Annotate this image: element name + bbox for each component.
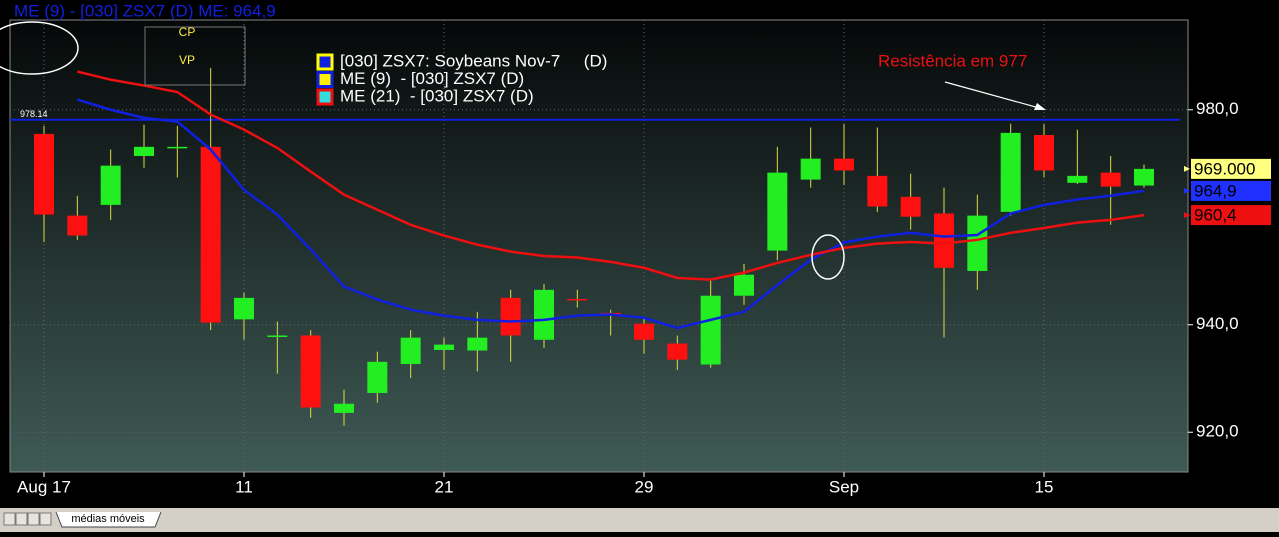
candle-body (34, 133, 54, 215)
candle-body (100, 165, 121, 205)
candle-body (934, 213, 954, 268)
nav-next[interactable] (27, 512, 40, 526)
candle-body (867, 175, 888, 207)
ellipse-annotation (811, 234, 845, 280)
annotation-arrowhead (1034, 103, 1046, 110)
candle-body (334, 403, 354, 413)
legend: [030] ZSX7: Soybeans Nov-7 (D)ME (9) - [… (316, 51, 607, 106)
price-marker (1191, 158, 1271, 179)
ellipse-annotation (0, 21, 79, 75)
candle-body (400, 337, 421, 364)
x-tick-label: 29 (635, 477, 654, 496)
legend-label: ME (9) - [030] ZSX7 (D) (340, 69, 524, 88)
x-tick-label: Aug 17 (17, 477, 71, 496)
box-label: VP (179, 53, 195, 67)
price-arrow (1184, 187, 1190, 194)
x-tick-label: Sep (829, 477, 859, 496)
candle-body (567, 298, 588, 301)
nav-last[interactable] (39, 512, 52, 526)
sheet-tab[interactable] (55, 511, 162, 528)
annotation: Resistência em 977 (878, 51, 1027, 70)
candle-body (200, 146, 221, 323)
x-tick-label: 21 (435, 477, 454, 496)
candle-body (267, 335, 288, 337)
x-tick-label: 15 (1035, 477, 1054, 496)
candle-body (1034, 135, 1054, 171)
price-marker (1191, 180, 1271, 201)
x-tick-label: 11 (235, 477, 253, 496)
plot: 978.14 (10, 67, 1180, 426)
legend-swatch (316, 53, 334, 71)
candle-body (1067, 175, 1088, 183)
legend-swatch (316, 71, 334, 88)
candle-body (667, 343, 688, 360)
box-label: CP (179, 25, 196, 39)
price-arrow (1184, 165, 1190, 172)
candle-body (67, 215, 88, 236)
legend-label: ME (21) - [030] ZSX7 (D) (340, 86, 534, 105)
candle-body (834, 158, 854, 171)
price-marker (1191, 205, 1271, 226)
annotation-arrow (944, 81, 1044, 110)
plot-area (9, 19, 1189, 473)
grid (10, 20, 1188, 472)
candle-body (967, 215, 988, 271)
candle-body (467, 337, 488, 351)
candle-body (234, 297, 254, 320)
candle-body (167, 146, 188, 149)
y-tick-label: 940,0 (1196, 314, 1239, 333)
nav-prev[interactable] (15, 512, 28, 526)
status-bar (0, 508, 1279, 532)
legend-label: [030] ZSX7: Soybeans Nov-7 (D) (340, 51, 607, 70)
cp-vp-box (144, 26, 246, 86)
chart-title: ME (9) - [030] ZSX7 (D) ME: 964,9 (14, 1, 276, 20)
candle-body (700, 295, 721, 365)
candle-body (900, 196, 921, 217)
nav-buttons[interactable] (3, 512, 52, 526)
legend-swatch (316, 88, 334, 106)
price-marker-label: 964,9 (1194, 181, 1237, 200)
candle-body (500, 297, 521, 336)
ma-line (76, 98, 1145, 330)
candle-body (434, 344, 454, 350)
resistance-label: 978.14 (20, 109, 48, 119)
candle-body (134, 146, 154, 156)
price-marker-label: 969.000 (1194, 159, 1255, 178)
candle-body (634, 323, 654, 340)
candle-body (367, 361, 388, 393)
nav-first[interactable] (3, 512, 16, 526)
candle-body (1134, 168, 1154, 186)
ma-line (77, 70, 1145, 281)
candle-body (734, 274, 754, 296)
candle-body (800, 158, 821, 180)
sheet-tab-label[interactable]: médias móveis (71, 513, 145, 525)
y-tick-label: 920,0 (1196, 422, 1239, 441)
candle-body (534, 289, 554, 340)
candle-body (1000, 132, 1021, 212)
candle-body (767, 172, 788, 251)
y-tick-label: 980,0 (1196, 99, 1239, 118)
candle-body (1100, 172, 1121, 187)
axes: 920,0 940,0 980,0 Aug 17 11 21 29 Sep 15 969.000 9… (17, 99, 1271, 496)
price-arrow (1184, 212, 1190, 219)
price-marker-label: 960,4 (1194, 206, 1237, 225)
candle-body (300, 335, 321, 408)
